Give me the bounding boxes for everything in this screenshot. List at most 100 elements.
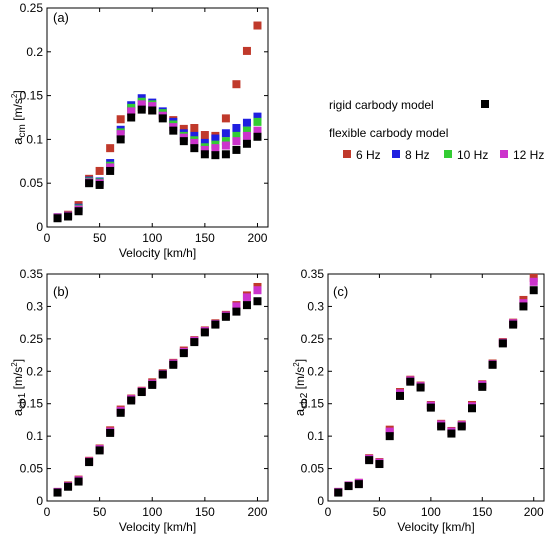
point-a-0-5 — [106, 144, 115, 153]
point-a-4-0 — [53, 214, 62, 223]
point-a-0-14 — [200, 131, 209, 140]
point-c-1-19 — [529, 277, 538, 286]
point-b-2-4 — [95, 446, 104, 455]
point-c-2-9 — [426, 403, 435, 412]
y-tick-label-b-2: 0.1 — [26, 429, 43, 443]
point-a-4-7 — [127, 113, 136, 122]
x-tick-label-a-3: 150 — [195, 231, 215, 245]
point-c-2-7 — [406, 377, 415, 386]
y-tick-label-c-7: 0.35 — [301, 267, 325, 281]
point-c-2-12 — [457, 422, 466, 431]
x-axis-title-b: Velocity [km/h] — [119, 520, 196, 534]
point-c-2-5 — [385, 432, 394, 441]
point-c-2-8 — [416, 383, 425, 392]
point-a-1-14 — [200, 138, 209, 147]
point-b-2-7 — [127, 396, 136, 405]
point-a-1-17 — [232, 124, 241, 133]
point-a-2-19 — [253, 117, 262, 126]
y-tick-label-b-3: 0.15 — [20, 397, 44, 411]
point-c-2-0 — [334, 488, 343, 497]
panel-label-b: (b) — [53, 284, 69, 299]
point-a-0-19 — [253, 21, 262, 30]
point-b-2-0 — [53, 488, 62, 497]
y-tick-label-a-4: 0.2 — [26, 45, 43, 59]
point-a-2-17 — [232, 131, 241, 140]
series-b-0 — [53, 282, 262, 496]
panel-label-c: (c) — [333, 284, 348, 299]
point-a-0-4 — [95, 166, 104, 175]
point-a-4-16 — [221, 150, 230, 159]
point-a-3-17 — [232, 137, 241, 146]
chart-panel-c: 0 50 100 150 200 0 0.05 0.1 0.15 0.2 0.25 0.3 0.35 (c… — [292, 267, 545, 534]
x-tick-label-a-0: 0 — [44, 231, 51, 245]
point-b-2-2 — [74, 477, 83, 486]
point-c-2-15 — [488, 360, 497, 369]
point-a-3-13 — [190, 138, 199, 147]
plot-frame-c — [327, 273, 545, 502]
legend-label-3: 12 Hz — [513, 148, 544, 162]
x-tick-label-b-3: 150 — [195, 505, 215, 519]
point-a-3-6 — [116, 130, 125, 139]
point-a-4-6 — [116, 135, 125, 144]
y-tick-label-a-5: 0.25 — [20, 1, 44, 15]
y-axis-title-c: acb2 [m/s2] — [292, 359, 310, 416]
point-a-4-8 — [137, 105, 146, 114]
point-a-3-9 — [148, 102, 157, 111]
x-axis-title-a: Velocity [km/h] — [119, 246, 196, 260]
x-tick-label-a-4: 200 — [247, 231, 267, 245]
point-a-4-5 — [106, 166, 115, 175]
point-a-4-15 — [211, 151, 220, 160]
point-a-0-12 — [179, 124, 188, 133]
point-a-0-13 — [190, 124, 199, 133]
point-c-1-5 — [385, 427, 394, 436]
point-a-1-18 — [242, 118, 251, 127]
x-tick-label-c-4: 200 — [524, 505, 544, 519]
point-b-2-10 — [158, 370, 167, 379]
legend-label-0: 6 Hz — [356, 148, 381, 162]
point-a-3-18 — [242, 131, 251, 140]
y-tick-label-b-5: 0.25 — [20, 332, 44, 346]
y-tick-label-c-1: 0.05 — [301, 462, 325, 476]
x-tick-label-a-1: 50 — [93, 231, 107, 245]
point-a-3-16 — [221, 141, 230, 150]
point-a-0-18 — [242, 46, 251, 55]
point-a-0-6 — [116, 115, 125, 124]
legend-marker-3 — [500, 150, 508, 158]
point-a-4-2 — [74, 207, 83, 216]
legend-marker-1 — [392, 150, 400, 158]
point-b-2-18 — [242, 301, 251, 310]
chart-panel-b: 0 50 100 150 200 0 0.05 0.1 0.15 0.2 0.25 0.3 0.35 (b… — [10, 267, 269, 534]
point-c-2-3 — [365, 456, 374, 465]
x-tick-label-c-1: 50 — [373, 505, 387, 519]
point-a-0-16 — [221, 114, 230, 123]
point-a-4-9 — [148, 106, 157, 115]
point-a-4-1 — [64, 212, 73, 221]
point-a-4-10 — [158, 114, 167, 123]
panel-label-a: (a) — [53, 10, 69, 25]
chart-panel-a: 0 50 100 150 200 0 0.05 0.1 0.15 0.2 0.25 (a) Veloci… — [10, 1, 269, 260]
x-axis-title-c: Velocity [km/h] — [397, 520, 474, 534]
point-c-2-1 — [344, 482, 353, 491]
point-a-3-8 — [137, 100, 146, 109]
series-c-0 — [334, 273, 538, 496]
series-c-1 — [334, 277, 538, 496]
y-tick-label-b-6: 0.3 — [26, 299, 43, 313]
point-c-2-10 — [437, 422, 446, 431]
y-tick-label-b-4: 0.2 — [26, 364, 43, 378]
series-c-2 — [334, 286, 538, 497]
y-tick-label-b-7: 0.35 — [20, 267, 44, 281]
point-c-2-4 — [375, 460, 384, 469]
point-c-2-18 — [519, 302, 528, 311]
point-b-1-17 — [232, 302, 241, 311]
series-a-3 — [53, 100, 262, 222]
y-tick-label-c-3: 0.15 — [301, 397, 325, 411]
point-a-4-13 — [190, 144, 199, 153]
point-b-2-15 — [211, 320, 220, 329]
point-b-2-12 — [179, 349, 188, 358]
series-a-4 — [53, 105, 262, 223]
y-tick-label-a-1: 0.05 — [20, 176, 44, 190]
point-b-2-17 — [232, 307, 241, 316]
point-c-2-2 — [354, 480, 363, 489]
legend-entries: 6 Hz 8 Hz 10 Hz 12 Hz — [343, 148, 544, 162]
